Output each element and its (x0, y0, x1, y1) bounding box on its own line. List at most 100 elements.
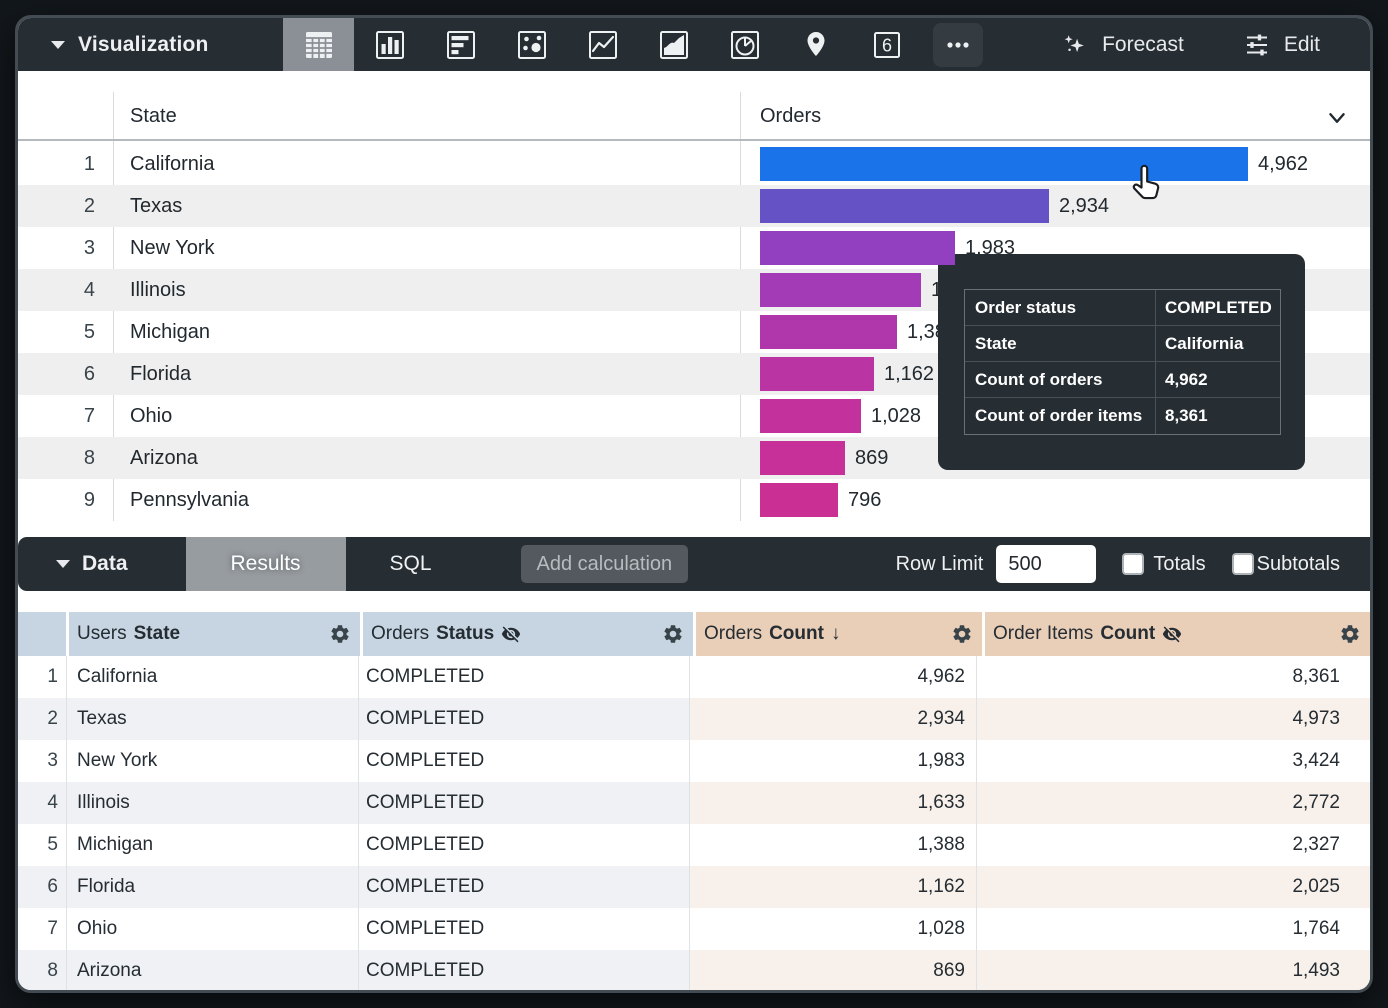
table-row: 6 Florida COMPLETED 1,162 2,025 (18, 866, 1370, 908)
state-cell: Pennsylvania (130, 489, 249, 511)
data-title: Data (82, 552, 128, 575)
status-cell[interactable]: COMPLETED (359, 908, 689, 950)
orders-bar[interactable] (760, 357, 874, 391)
orders-bar[interactable] (760, 273, 921, 307)
state-cell[interactable]: Texas (67, 698, 358, 740)
orders-bar[interactable] (760, 399, 861, 433)
more-viz-types-button[interactable] (922, 18, 993, 71)
state-cell[interactable]: Michigan (67, 824, 358, 866)
row-number: 7 (18, 908, 66, 950)
orders-bar[interactable] (760, 315, 897, 349)
orders-count-header[interactable]: Orders Count ↓ (696, 612, 982, 656)
totals-checkbox[interactable] (1122, 553, 1145, 575)
orders-bar[interactable] (760, 483, 838, 517)
order-items-count-cell[interactable]: 8,361 (977, 656, 1370, 698)
state-cell[interactable]: Arizona (67, 950, 358, 990)
state-column-header[interactable]: State (130, 105, 177, 127)
tooltip-value: California (1165, 334, 1244, 353)
row-number: 1 (18, 656, 66, 698)
orders-count-cell[interactable]: 869 (690, 950, 976, 990)
status-cell[interactable]: COMPLETED (359, 950, 689, 990)
order-items-count-cell[interactable]: 3,424 (977, 740, 1370, 782)
orders-bar[interactable] (760, 147, 1248, 181)
tooltip-value: 8,361 (1165, 406, 1208, 425)
order-items-count-cell[interactable]: 4,973 (977, 698, 1370, 740)
order-items-count-cell[interactable]: 2,772 (977, 782, 1370, 824)
chevron-down-icon[interactable] (1322, 103, 1352, 133)
users-state-header[interactable]: Users State (69, 612, 360, 656)
table-row: 7 Ohio COMPLETED 1,028 1,764 (18, 908, 1370, 950)
row-number: 6 (83, 363, 95, 385)
status-cell[interactable]: COMPLETED (359, 782, 689, 824)
orders-count-cell[interactable]: 1,633 (690, 782, 976, 824)
bar-value-label: 869 (855, 447, 889, 469)
visualization-dropdown[interactable]: Visualization (18, 18, 283, 71)
status-cell[interactable]: COMPLETED (359, 740, 689, 782)
state-cell[interactable]: Ohio (67, 908, 358, 950)
subtotals-label: Subtotals (1256, 552, 1340, 575)
orders-status-header[interactable]: Orders Status (363, 612, 693, 656)
orders-column-header[interactable]: Orders (760, 105, 822, 127)
order-items-count-cell[interactable]: 1,493 (977, 950, 1370, 990)
gear-icon[interactable] (1339, 623, 1361, 645)
single-value-viz-button[interactable]: 6 (851, 18, 922, 71)
scatter-icon (514, 27, 550, 63)
state-cell[interactable]: Illinois (67, 782, 358, 824)
bar-chart-viz-button[interactable] (425, 18, 496, 71)
table-row: 3 New York COMPLETED 1,983 3,424 (18, 740, 1370, 782)
viz-table-row: 5 Michigan 1,388 (18, 311, 1370, 353)
state-cell[interactable]: Florida (67, 866, 358, 908)
orders-bar[interactable] (760, 189, 1049, 223)
gear-icon[interactable] (951, 623, 973, 645)
tab-sql[interactable]: SQL (389, 552, 432, 575)
viz-type-picker: 6 (283, 18, 993, 71)
state-cell[interactable]: New York (67, 740, 358, 782)
line-chart-viz-button[interactable] (567, 18, 638, 71)
add-calculation-button[interactable]: Add calculation (520, 545, 689, 583)
orders-count-cell[interactable]: 2,934 (690, 698, 976, 740)
subtotals-checkbox[interactable] (1231, 553, 1254, 575)
row-number: 3 (83, 237, 95, 259)
tooltip-label: State (965, 326, 1156, 361)
order-items-count-cell[interactable]: 2,025 (977, 866, 1370, 908)
pie-chart-viz-button[interactable] (709, 18, 780, 71)
state-cell[interactable]: California (67, 656, 358, 698)
svg-text:6: 6 (881, 35, 891, 55)
bar-value-label: 796 (848, 489, 882, 511)
status-cell[interactable]: COMPLETED (359, 698, 689, 740)
forecast-label: Forecast (1102, 32, 1184, 56)
gear-icon[interactable] (329, 623, 351, 645)
orders-count-cell[interactable]: 1,162 (690, 866, 976, 908)
row-number: 4 (83, 279, 95, 301)
viz-table-row: 7 Ohio 1,028 (18, 395, 1370, 437)
order-items-count-cell[interactable]: 1,764 (977, 908, 1370, 950)
scatter-viz-button[interactable] (496, 18, 567, 71)
row-limit-input[interactable] (996, 545, 1097, 583)
forecast-button[interactable]: Forecast (1058, 29, 1184, 61)
orders-bar[interactable] (760, 441, 845, 475)
orders-count-cell[interactable]: 1,028 (690, 908, 976, 950)
map-viz-button[interactable] (780, 18, 851, 71)
orders-count-cell[interactable]: 1,983 (690, 740, 976, 782)
column-chart-viz-button[interactable] (354, 18, 425, 71)
tooltip-label: Count of orders (965, 362, 1156, 397)
tooltip-row: State California (965, 326, 1280, 362)
status-cell[interactable]: COMPLETED (359, 866, 689, 908)
table-viz-button[interactable] (283, 18, 354, 71)
orders-count-cell[interactable]: 4,962 (690, 656, 976, 698)
order-items-count-header[interactable]: Order Items Count (985, 612, 1370, 656)
totals-toggle[interactable]: Totals (1122, 553, 1206, 576)
orders-count-cell[interactable]: 1,388 (690, 824, 976, 866)
area-chart-viz-button[interactable] (638, 18, 709, 71)
data-dropdown[interactable]: Data (56, 552, 128, 576)
subtotals-toggle[interactable]: Subtotals (1231, 552, 1340, 576)
edit-button[interactable]: Edit (1242, 30, 1320, 60)
gear-icon[interactable] (662, 623, 684, 645)
order-items-count-cell[interactable]: 2,327 (977, 824, 1370, 866)
status-cell[interactable]: COMPLETED (359, 824, 689, 866)
orders-bar[interactable] (760, 231, 955, 265)
tooltip-value: COMPLETED (1165, 298, 1272, 317)
status-cell[interactable]: COMPLETED (359, 656, 689, 698)
row-number: 5 (18, 824, 66, 866)
tab-results[interactable]: Results (185, 537, 346, 591)
